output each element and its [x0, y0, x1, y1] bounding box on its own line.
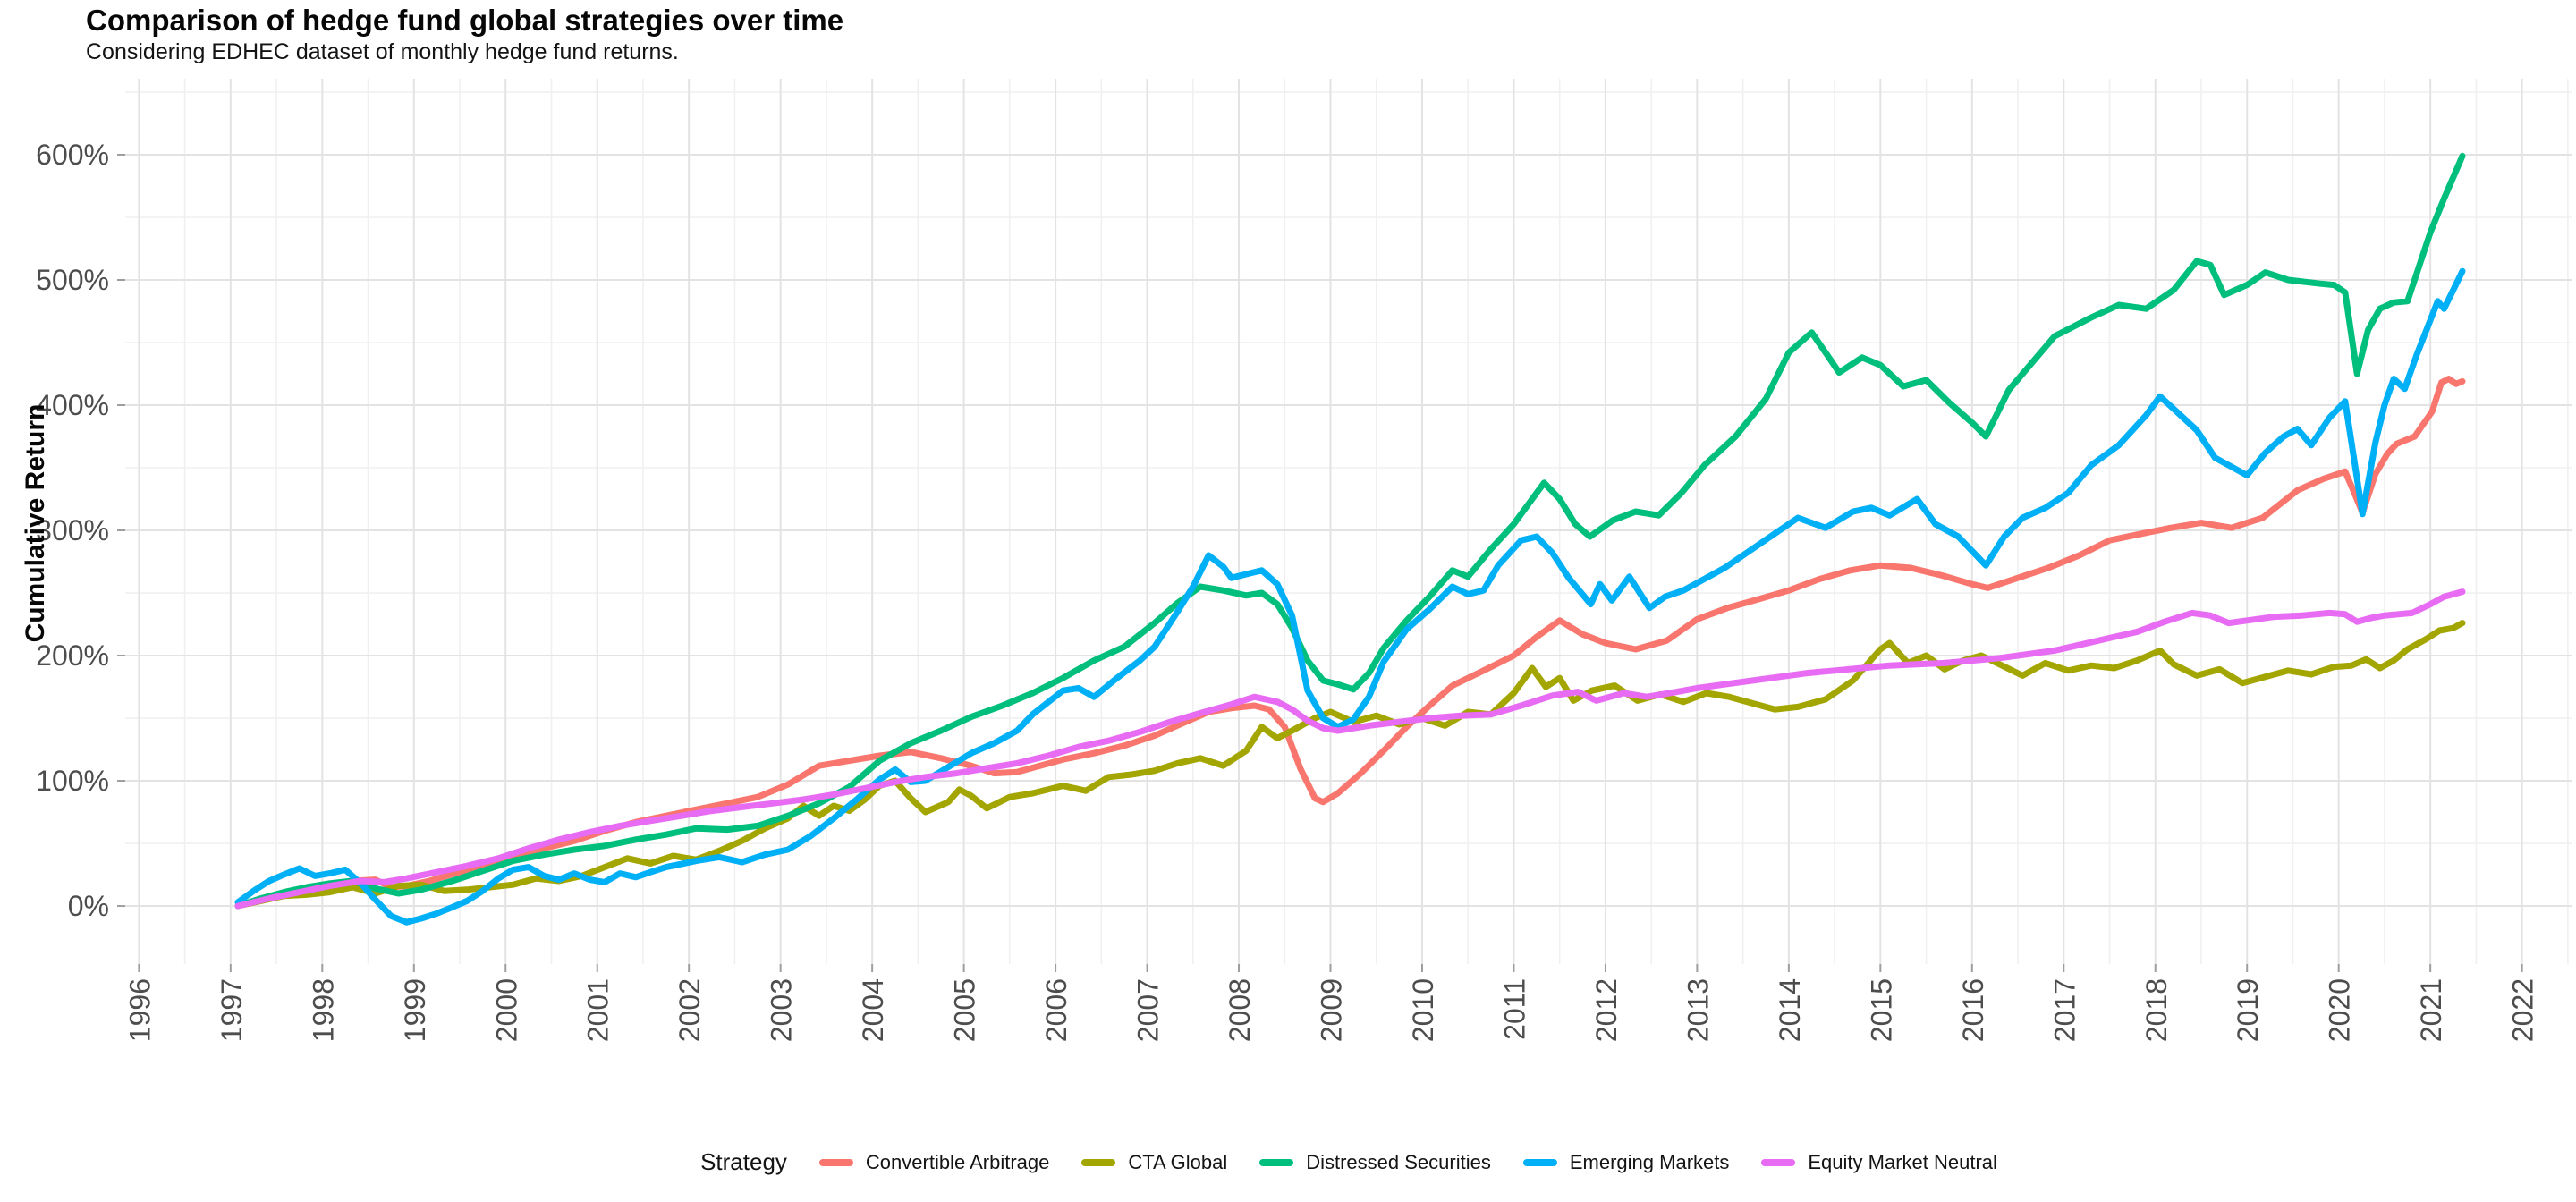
- chart-title: Comparison of hedge fund global strategi…: [86, 4, 844, 37]
- series-lines: [234, 152, 2466, 926]
- legend-item-emerging-markets: Emerging Markets: [1522, 1150, 1730, 1174]
- x-tick-label: 2004: [857, 978, 889, 1042]
- x-tick-label: 2019: [2232, 978, 2264, 1042]
- x-tick-label: 2002: [674, 978, 706, 1042]
- y-axis-title: Cumulative Return: [21, 403, 50, 643]
- legend-key-icon: [1259, 1158, 1294, 1166]
- x-tick-label: 2013: [1682, 978, 1714, 1042]
- series-line-equity-market-neutral: [234, 588, 2466, 910]
- axis-tick-marks: [117, 153, 2523, 972]
- legend-item-distressed-securities: Distressed Securities: [1259, 1151, 1491, 1174]
- gridlines-minor: [125, 79, 2572, 964]
- legend-item-equity-market-neutral: Equity Market Neutral: [1761, 1151, 1997, 1174]
- x-tick-label: 2021: [2415, 978, 2447, 1042]
- legend-item-convertible-arbitrage: Convertible Arbitrage: [818, 1150, 1050, 1174]
- x-tick-label: 1997: [216, 978, 248, 1042]
- x-tick-label: 2003: [766, 978, 798, 1042]
- x-tick-label: 2018: [2140, 978, 2173, 1042]
- x-tick-label: 2008: [1224, 978, 1256, 1042]
- x-tick-label: 2016: [1957, 978, 1989, 1042]
- x-tick-label: 2007: [1132, 978, 1165, 1042]
- series-line-convertible-arbitrage: [234, 376, 2466, 910]
- x-tick-label: 2011: [1498, 978, 1530, 1040]
- series-line-distressed-securities: [234, 152, 2466, 910]
- x-tick-label: 2012: [1590, 978, 1623, 1042]
- y-tick-label: 600%: [36, 139, 109, 171]
- legend-item-label: Equity Market Neutral: [1808, 1150, 1997, 1173]
- chart-subtitle: Considering EDHEC dataset of monthly hed…: [86, 39, 679, 64]
- legend-title: Strategy: [700, 1148, 787, 1175]
- y-tick-label: 100%: [36, 765, 109, 797]
- legend: Strategy Convertible Arbitrage CTA Global…: [125, 1148, 2572, 1176]
- x-tick-label: 2015: [1865, 978, 1897, 1042]
- x-tick-label: 2005: [949, 978, 981, 1042]
- legend-item-label: Convertible Arbitrage: [865, 1150, 1050, 1173]
- legend-key-icon: [1761, 1158, 1796, 1166]
- axis-tick-labels: 0% 100% 200% 300% 400% 500% 600% 1996 1997 1998 19…: [36, 139, 2538, 1042]
- legend-item-label: Distressed Securities: [1306, 1150, 1491, 1173]
- x-tick-label: 2017: [2048, 978, 2080, 1042]
- x-tick-label: 2009: [1316, 978, 1348, 1042]
- x-tick-label: 2001: [582, 978, 614, 1042]
- y-tick-label: 200%: [36, 639, 109, 672]
- x-tick-label: 1999: [399, 978, 431, 1042]
- series-line-emerging-markets: [234, 267, 2466, 926]
- x-tick-label: 2006: [1040, 978, 1072, 1042]
- y-tick-label: 300%: [36, 514, 109, 546]
- legend-key-icon: [818, 1158, 853, 1166]
- x-tick-label: 1996: [123, 978, 156, 1042]
- x-tick-label: 2022: [2507, 978, 2539, 1042]
- legend-item-cta-global: CTA Global: [1081, 1151, 1227, 1174]
- x-tick-label: 2000: [490, 978, 522, 1042]
- series-line-cta-global: [234, 620, 2466, 910]
- legend-key-icon: [1522, 1158, 1557, 1166]
- legend-key-icon: [1081, 1158, 1116, 1166]
- x-tick-label: 1998: [307, 978, 339, 1042]
- x-tick-label: 2020: [2324, 978, 2356, 1042]
- legend-item-label: Emerging Markets: [1569, 1150, 1730, 1173]
- y-tick-label: 400%: [36, 389, 109, 421]
- x-tick-label: 2010: [1407, 978, 1439, 1042]
- y-tick-label: 500%: [36, 264, 109, 296]
- x-tick-label: 2014: [1774, 978, 1806, 1042]
- legend-item-label: CTA Global: [1128, 1150, 1228, 1173]
- y-tick-label: 0%: [68, 890, 109, 922]
